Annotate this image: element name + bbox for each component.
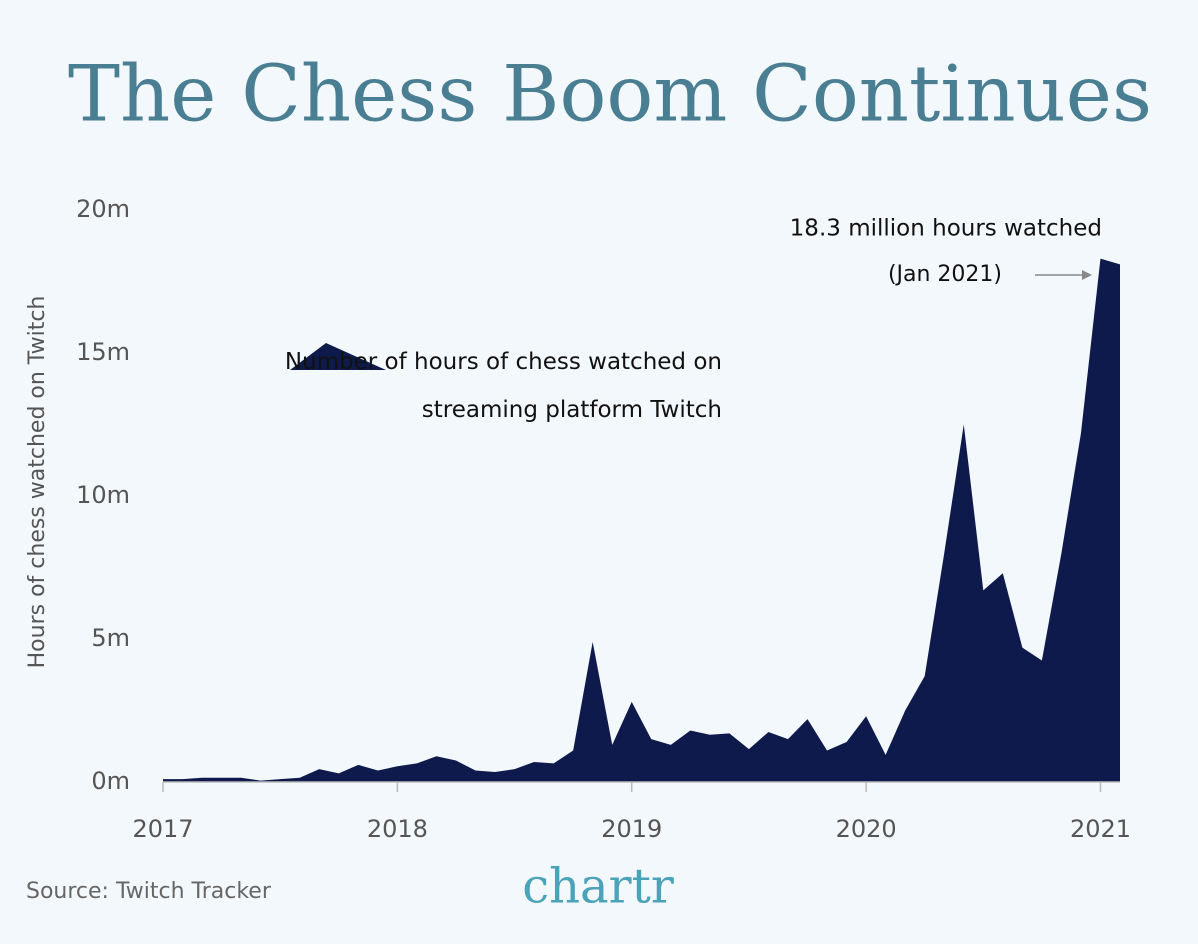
y-tick-label: 10m [76,481,130,509]
annotation-sub: (Jan 2021) [888,262,1002,287]
legend-swatch [290,343,386,370]
x-tick-label: 2021 [1070,815,1131,843]
y-tick-label: 20m [76,195,130,223]
x-tick-label: 2019 [601,815,662,843]
y-tick-label: 5m [91,624,130,652]
legend-text: Number of hours of chess watched on stre… [284,349,722,423]
arrow-head [1082,270,1092,280]
x-tick-label: 2018 [367,815,428,843]
area [163,258,1120,782]
x-tick-label: 2020 [836,815,897,843]
chart-title: The Chess Boom Continues [68,50,1152,140]
annotation: 18.3 million hours watched [790,216,1102,242]
source: Source: Twitch Tracker [26,879,272,904]
x-tick-label: 2017 [132,815,193,843]
legend-label: Number of hours of chess watched on stre… [262,338,722,434]
y-axis-label: Hours of chess watched on Twitch [25,296,50,669]
y-tick-label: 15m [76,338,130,366]
logo: chartr [522,859,674,915]
y-tick-label: 0m [91,767,130,795]
